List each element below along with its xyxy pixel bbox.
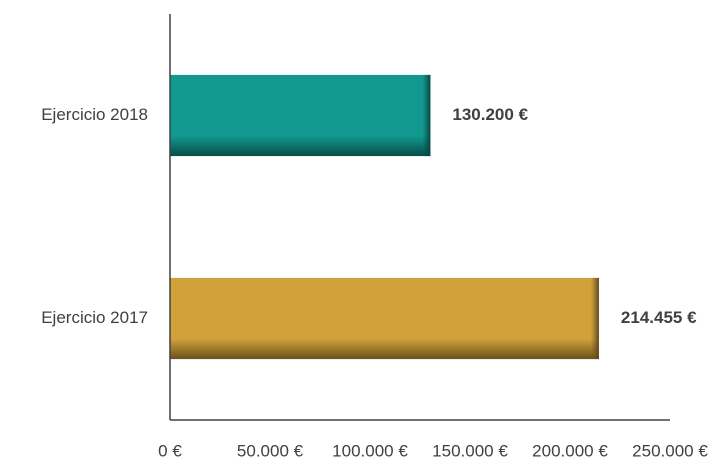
- value-label: 130.200 €: [452, 105, 528, 124]
- bar: [170, 277, 599, 360]
- category-label: Ejercicio 2017: [41, 308, 148, 327]
- x-tick-label: 250.000 €: [632, 441, 708, 460]
- x-tick-label: 100.000 €: [332, 441, 408, 460]
- value-label: 214.455 €: [621, 308, 697, 327]
- bar-edge-shade: [590, 277, 599, 360]
- bar: [170, 74, 431, 157]
- x-tick-label: 150.000 €: [432, 441, 508, 460]
- category-label: Ejercicio 2018: [41, 105, 148, 124]
- bar-edge-shade: [422, 74, 431, 157]
- x-tick-label: 200.000 €: [532, 441, 608, 460]
- x-tick-label: 50.000 €: [237, 441, 304, 460]
- x-tick-label: 0 €: [158, 441, 182, 460]
